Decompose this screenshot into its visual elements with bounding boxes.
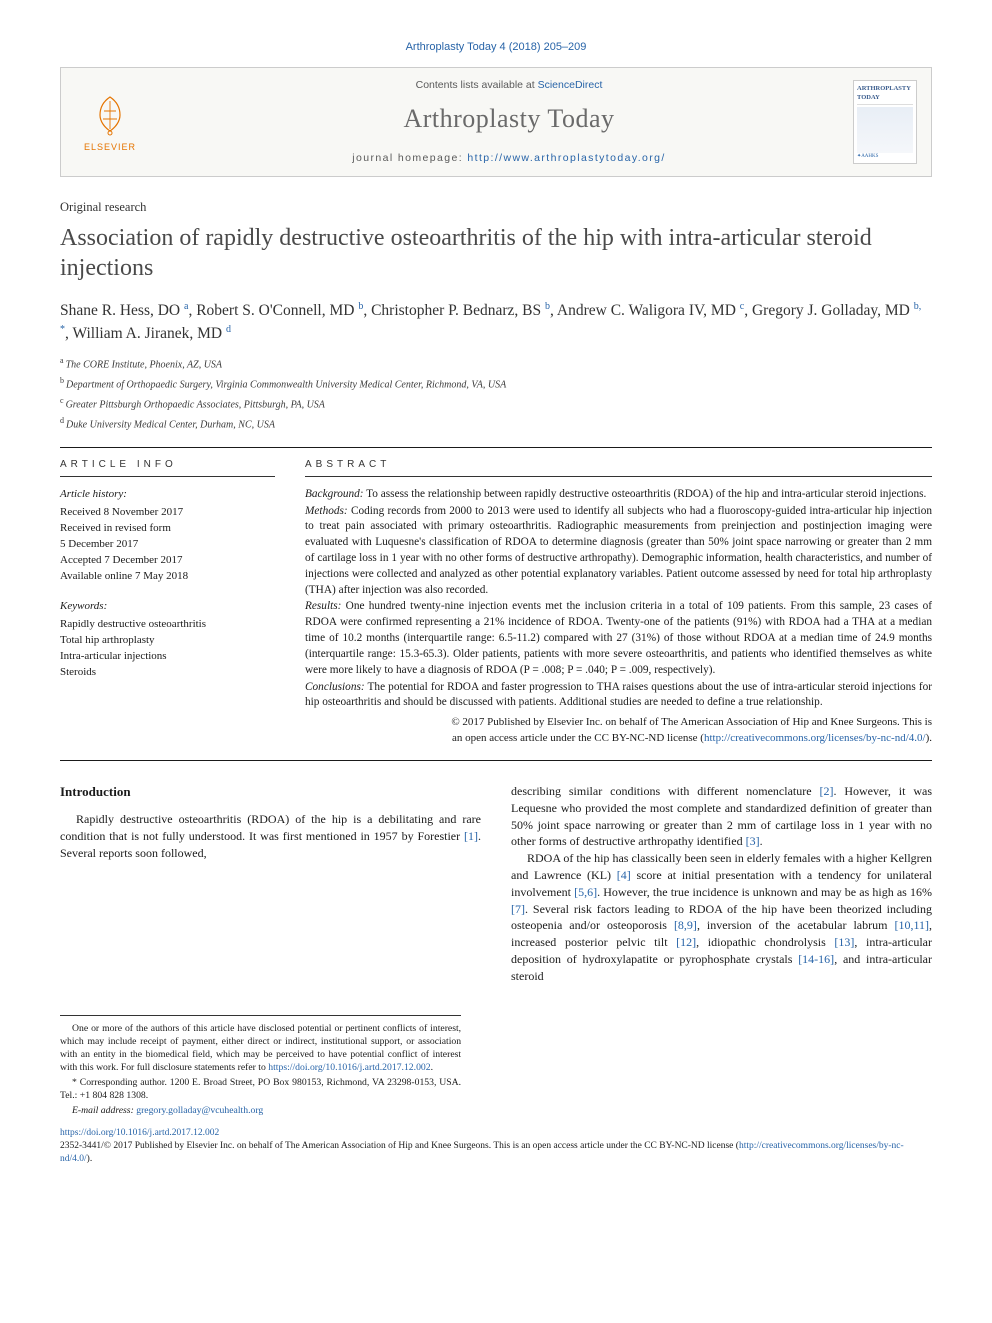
keyword: Total hip arthroplasty [60, 633, 275, 649]
history-line: Available online 7 May 2018 [60, 569, 275, 585]
cc-license-link[interactable]: http://creativecommons.org/licenses/by-n… [704, 732, 926, 744]
keywords-label: Keywords: [60, 599, 275, 614]
keyword: Steroids [60, 665, 275, 681]
keyword: Intra-articular injections [60, 649, 275, 665]
affiliation: d Duke University Medical Center, Durham… [60, 415, 932, 433]
corresponding-author: * Corresponding author. 1200 E. Broad St… [60, 1076, 461, 1102]
doi-link[interactable]: https://doi.org/10.1016/j.artd.2017.12.0… [60, 1128, 219, 1138]
affiliation: b Department of Orthopaedic Surgery, Vir… [60, 375, 932, 393]
introduction-heading: Introduction [60, 783, 481, 801]
elsevier-logo: ELSEVIER [75, 91, 145, 154]
abstract-copyright: © 2017 Published by Elsevier Inc. on beh… [305, 715, 932, 746]
history-line: Received in revised form [60, 521, 275, 537]
author: Shane R. Hess, DO a [60, 302, 188, 319]
affiliation: a The CORE Institute, Phoenix, AZ, USA [60, 355, 932, 373]
contents-available: Contents lists available at ScienceDirec… [165, 78, 853, 93]
separator-rule [60, 447, 932, 448]
coi-doi-link[interactable]: https://doi.org/10.1016/j.artd.2017.12.0… [268, 1062, 430, 1073]
sciencedirect-link[interactable]: ScienceDirect [538, 79, 603, 91]
separator-rule-2 [60, 760, 932, 761]
ref-8-9[interactable]: [8,9] [674, 918, 697, 932]
elsevier-tree-icon [86, 91, 134, 139]
ref-4[interactable]: [4] [617, 868, 631, 882]
author: Andrew C. Waligora IV, MD c [557, 302, 744, 319]
page-footer: https://doi.org/10.1016/j.artd.2017.12.0… [60, 1127, 932, 1165]
homepage-link[interactable]: http://www.arthroplastytoday.org/ [467, 152, 665, 164]
article-history-label: Article history: [60, 487, 275, 502]
coi-footnote: One or more of the authors of this artic… [60, 1022, 461, 1074]
author: William A. Jiranek, MD d [72, 325, 231, 342]
intro-para-2: describing similar conditions with diffe… [511, 783, 932, 850]
abstract-heading: abstract [305, 458, 932, 477]
intro-para-1: Rapidly destructive osteoarthritis (RDOA… [60, 811, 481, 861]
journal-cover-thumbnail: ARTHROPLASTY TODAY ✦AAHKS [853, 80, 917, 164]
ref-3[interactable]: [3] [746, 834, 760, 848]
ref-12[interactable]: [12] [676, 935, 696, 949]
ref-1[interactable]: [1] [464, 829, 478, 843]
contents-prefix: Contents lists available at [416, 79, 538, 91]
email-footnote: E-mail address: gregory.golladay@vcuheal… [60, 1104, 461, 1117]
ref-7[interactable]: [7] [511, 902, 525, 916]
abstract-background: Background: To assess the relationship b… [305, 487, 932, 503]
author: Robert S. O'Connell, MD b [196, 302, 363, 319]
journal-header-box: ELSEVIER Contents lists available at Sci… [60, 67, 932, 177]
history-line: 5 December 2017 [60, 537, 275, 553]
cover-footer: ✦AAHKS [857, 153, 913, 160]
cover-title: ARTHROPLASTY TODAY [857, 84, 913, 105]
homepage-prefix: journal homepage: [352, 152, 467, 164]
journal-name: Arthroplasty Today [165, 101, 853, 137]
article-info-heading: article info [60, 458, 275, 477]
ref-2[interactable]: [2] [819, 784, 833, 798]
homepage-line: journal homepage: http://www.arthroplast… [165, 151, 853, 166]
history-line: Accepted 7 December 2017 [60, 553, 275, 569]
affiliation: c Greater Pittsburgh Orthopaedic Associa… [60, 395, 932, 413]
ref-5-6[interactable]: [5,6] [574, 885, 597, 899]
footnotes-block: One or more of the authors of this artic… [60, 1015, 461, 1118]
ref-10-11[interactable]: [10,11] [894, 918, 929, 932]
history-line: Received 8 November 2017 [60, 505, 275, 521]
abstract-conclusions: Conclusions: The potential for RDOA and … [305, 680, 932, 712]
intro-para-3: RDOA of the hip has classically been see… [511, 850, 932, 984]
author-list: Shane R. Hess, DO a, Robert S. O'Connell… [60, 299, 932, 346]
elsevier-name: ELSEVIER [84, 141, 136, 154]
ref-13[interactable]: [13] [834, 935, 854, 949]
abstract-results: Results: One hundred twenty-nine injecti… [305, 599, 932, 678]
email-link[interactable]: gregory.golladay@vcuhealth.org [136, 1105, 263, 1116]
ref-14-16[interactable]: [14-16] [798, 952, 834, 966]
article-title: Association of rapidly destructive osteo… [60, 223, 932, 283]
article-type: Original research [60, 199, 932, 217]
keyword: Rapidly destructive osteoarthritis [60, 617, 275, 633]
author: Christopher P. Bednarz, BS b [371, 302, 550, 319]
citation-header: Arthroplasty Today 4 (2018) 205–209 [60, 40, 932, 55]
abstract-methods: Methods: Coding records from 2000 to 201… [305, 504, 932, 599]
